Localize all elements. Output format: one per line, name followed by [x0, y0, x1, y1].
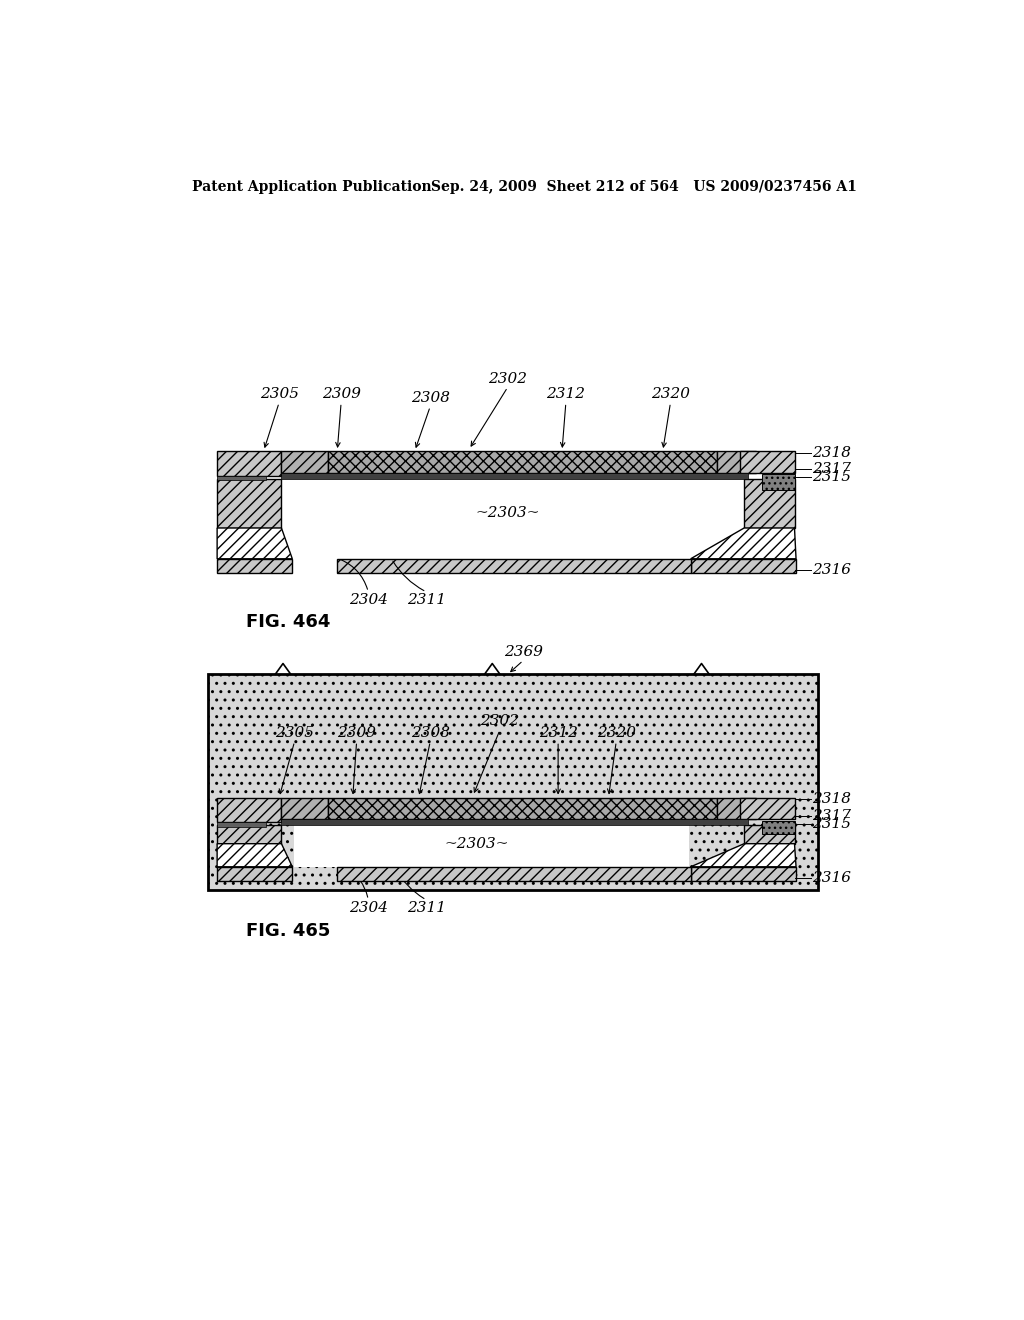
Bar: [337, 558, 690, 573]
Text: Patent Application Publication: Patent Application Publication: [191, 180, 431, 194]
Bar: [328, 797, 717, 818]
Text: 2305: 2305: [275, 726, 314, 739]
Text: 2302: 2302: [488, 371, 527, 385]
Text: 2318: 2318: [812, 446, 851, 459]
Text: 2309: 2309: [337, 726, 376, 739]
Bar: [294, 825, 689, 867]
Bar: [294, 479, 689, 558]
Bar: [217, 475, 266, 480]
Bar: [282, 797, 328, 818]
Bar: [744, 825, 795, 843]
Bar: [690, 867, 796, 880]
Bar: [740, 797, 795, 818]
Text: ~2303~: ~2303~: [444, 837, 509, 850]
Bar: [690, 558, 796, 573]
Text: 2318: 2318: [812, 792, 851, 807]
Bar: [217, 867, 292, 880]
Text: 2315: 2315: [812, 817, 851, 830]
Bar: [762, 821, 795, 834]
Bar: [294, 825, 689, 867]
Bar: [717, 451, 756, 473]
Bar: [217, 479, 282, 528]
Text: 2304: 2304: [349, 902, 388, 916]
Text: 2316: 2316: [812, 562, 851, 577]
Text: 2304: 2304: [349, 594, 388, 607]
Bar: [740, 451, 795, 473]
Text: 2311: 2311: [407, 594, 445, 607]
Text: 2311: 2311: [407, 902, 445, 916]
Text: FIG. 465: FIG. 465: [246, 923, 330, 940]
Polygon shape: [217, 528, 292, 558]
Bar: [337, 867, 690, 880]
Text: 2320: 2320: [651, 387, 690, 401]
Bar: [217, 822, 266, 826]
Text: 2305: 2305: [260, 387, 299, 401]
Bar: [762, 474, 795, 490]
Bar: [217, 558, 292, 573]
Bar: [217, 825, 282, 843]
Bar: [208, 675, 818, 890]
Text: 2302: 2302: [480, 714, 519, 729]
Text: 2316: 2316: [812, 871, 851, 884]
Text: 2315: 2315: [812, 470, 851, 484]
Text: ~2303~: ~2303~: [475, 506, 540, 520]
Polygon shape: [690, 843, 796, 867]
Bar: [282, 473, 748, 479]
Bar: [217, 451, 282, 475]
Text: 2317: 2317: [812, 809, 851, 822]
Polygon shape: [217, 843, 292, 867]
Polygon shape: [690, 528, 796, 558]
Bar: [282, 451, 328, 473]
Bar: [282, 818, 748, 825]
Text: 2312: 2312: [547, 387, 586, 401]
Text: 2308: 2308: [411, 391, 450, 405]
Bar: [717, 797, 756, 818]
Text: 2369: 2369: [504, 645, 543, 659]
Text: 2320: 2320: [597, 726, 636, 739]
Text: FIG. 464: FIG. 464: [246, 612, 330, 631]
Bar: [744, 479, 795, 528]
Text: 2317: 2317: [812, 462, 851, 477]
Text: Sep. 24, 2009  Sheet 212 of 564   US 2009/0237456 A1: Sep. 24, 2009 Sheet 212 of 564 US 2009/0…: [431, 180, 856, 194]
Bar: [217, 797, 282, 822]
Text: 2308: 2308: [411, 726, 450, 739]
Text: 2312: 2312: [539, 726, 578, 739]
Text: 2309: 2309: [322, 387, 360, 401]
Bar: [328, 451, 717, 473]
